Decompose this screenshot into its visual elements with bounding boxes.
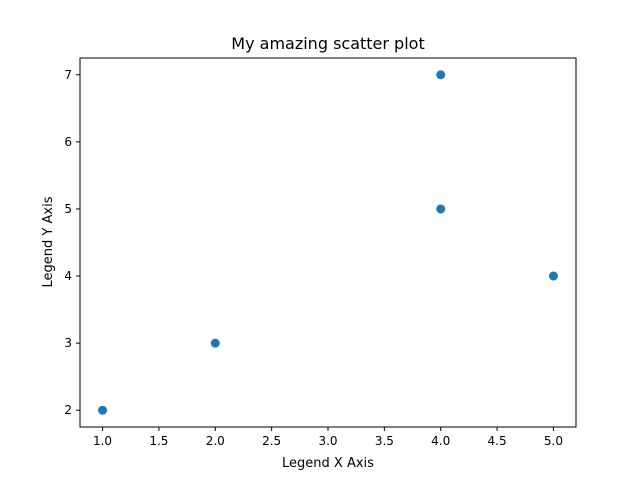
- scatter-point: [210, 338, 220, 348]
- y-tick-label: 3: [64, 336, 72, 350]
- y-tick-label: 6: [64, 135, 72, 149]
- x-axis-ticks: 1.0 1.5 2.0 2.5 3.0 3.5 4.0 4.5 5.0: [93, 427, 563, 448]
- chart-title: My amazing scatter plot: [231, 34, 424, 53]
- plot-area-frame: [79, 57, 577, 428]
- x-tick-label: 4.5: [488, 434, 507, 448]
- x-tick-label: 3.0: [318, 434, 337, 448]
- scatter-point: [98, 405, 108, 415]
- x-tick-label: 2.0: [206, 434, 225, 448]
- scatter-point: [436, 70, 446, 80]
- scatter-point: [436, 204, 446, 214]
- x-tick-label: 4.0: [431, 434, 450, 448]
- data-points: [98, 70, 558, 415]
- y-tick-label: 4: [64, 269, 72, 283]
- x-tick-label: 1.0: [93, 434, 112, 448]
- x-tick-label: 2.5: [262, 434, 281, 448]
- x-tick-label: 1.5: [149, 434, 168, 448]
- y-tick-label: 5: [64, 202, 72, 216]
- x-axis-label: Legend X Axis: [282, 456, 374, 471]
- y-tick-label: 2: [64, 403, 72, 417]
- x-tick-label: 5.0: [544, 434, 563, 448]
- scatter-point: [548, 271, 558, 281]
- y-tick-label: 7: [64, 68, 72, 82]
- x-tick-label: 3.5: [375, 434, 394, 448]
- y-axis-ticks: 2 3 4 5 6 7: [64, 68, 80, 417]
- y-axis-label: Legend Y Axis: [41, 196, 56, 287]
